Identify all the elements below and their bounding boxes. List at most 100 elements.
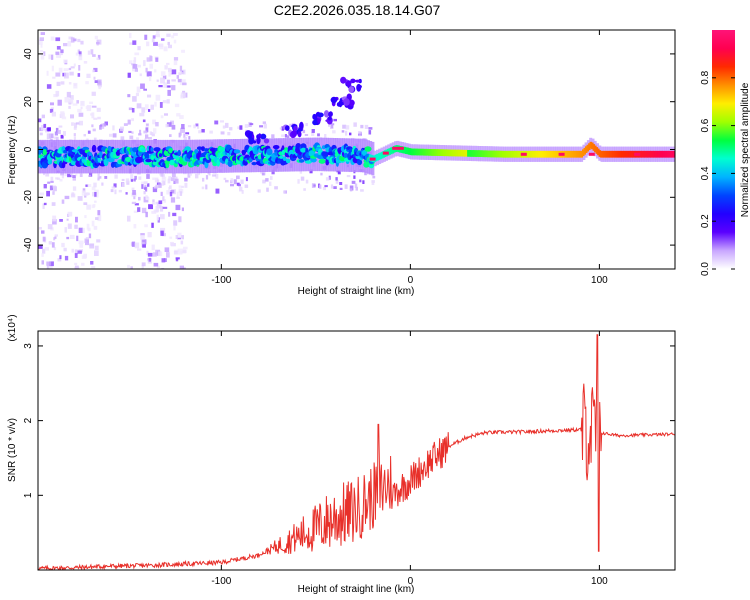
spectrogram-branch-cell (328, 111, 333, 117)
spectrogram-core-cell (544, 150, 547, 158)
spectrogram-noise-cell (159, 43, 164, 50)
snr-xtick-label: 100 (591, 576, 608, 587)
spectrogram-halo-cell (167, 139, 171, 174)
spectrogram-noise-cell (287, 135, 290, 139)
spectrogram-noise-cell (177, 248, 183, 255)
colorbar-tick-label: 0.2 (700, 214, 711, 228)
spectrogram-core-cell (616, 150, 620, 158)
spectrogram-noise-cell (53, 186, 57, 192)
spectrogram-noise-cell (93, 76, 96, 80)
spectrogram-noise-cell (102, 123, 107, 127)
spectrogram-noise-cell (305, 179, 309, 184)
spectrogram-noise-cell (86, 223, 90, 230)
spectrogram-noise-cell (159, 206, 164, 212)
spectrogram-noise-cell (303, 188, 306, 191)
spectrogram-ridge-cell (153, 147, 161, 152)
spectrogram-core-cell (539, 150, 543, 158)
spectrogram-noise-cell (61, 242, 65, 248)
spectrogram-peak-cell (369, 157, 376, 161)
spectrogram-ytick-label: -40 (23, 237, 34, 252)
spectrogram-noise-cell (311, 132, 315, 136)
spectrogram-core-cell (660, 150, 664, 158)
spectrogram-noise-cell (148, 109, 151, 112)
spectrogram-noise-cell (39, 132, 43, 136)
spectrogram-core-cell (654, 150, 658, 158)
spectrogram-noise-cell (69, 234, 75, 239)
spectrogram-noise-cell (85, 184, 89, 187)
spectrogram-core-cell (433, 149, 437, 156)
spectrogram-noise-cell (333, 118, 337, 122)
spectrogram-noise-cell (136, 103, 142, 109)
spectrogram-core-cell (659, 150, 662, 158)
spectrogram-noise-cell (56, 81, 61, 86)
spectrogram-noise-cell (86, 204, 91, 210)
spectrogram-core-cell (485, 150, 488, 158)
spectrogram-core-cell (406, 147, 410, 155)
spectrogram-noise-cell (205, 175, 209, 180)
spectrogram-noise-cell (71, 122, 74, 126)
snr-xtick-label: -100 (211, 576, 231, 587)
spectrogram-noise-cell (145, 211, 148, 218)
spectrogram-noise-cell (83, 61, 88, 64)
spectrogram-noise-cell (180, 185, 184, 188)
spectrogram-core-cell (672, 150, 675, 158)
spectrogram-core-cell (495, 150, 499, 158)
spectrogram-noise-cell (351, 180, 356, 184)
spectrogram-noise-cell (368, 127, 373, 130)
spectrogram-noise-cell (345, 130, 348, 136)
spectrogram-ridge-cell (170, 162, 175, 166)
snr-xlabel: Height of straight line (km) (298, 584, 415, 595)
spectrogram-noise-cell (237, 184, 241, 187)
spectrogram-branch-cell (327, 116, 332, 121)
spectrogram-ticks: -100 0 100 -40 -20 0 20 40 (23, 30, 675, 286)
spectrogram-core-cell (615, 150, 618, 158)
snr-frame (37, 330, 676, 571)
spectrogram-noise-cell (260, 171, 263, 174)
spectrogram-noise-cell (209, 130, 213, 134)
spectrogram-noise-cell (82, 227, 85, 234)
spectrogram-ridge-cell (177, 149, 181, 157)
spectrogram-noise-cell (73, 38, 77, 42)
spectrogram-noise-cell (60, 49, 64, 54)
spectrogram-noise-cell (89, 243, 95, 249)
spectrogram-noise-cell (245, 177, 248, 182)
spectrogram-noise-cell (56, 46, 61, 50)
spectrogram-noise-cell (239, 125, 243, 130)
spectrogram-core-cell (498, 150, 502, 158)
spectrogram-noise-cell (75, 122, 80, 125)
spectrogram-noise-cell (147, 94, 152, 98)
spectrogram-core-cell (653, 150, 656, 158)
spectrogram-noise-cell (77, 38, 81, 43)
spectrogram-core-cell (624, 150, 627, 158)
spectrogram-noise-cell (364, 171, 367, 176)
spectrogram-core-cell (621, 150, 624, 158)
spectrogram-noise-cell (289, 123, 292, 128)
spectrogram-noise-cell (262, 121, 266, 124)
spectrogram-xtick-label: -100 (211, 275, 231, 286)
spectrogram-noise-cell (161, 38, 165, 41)
spectrogram-ridge-cell (42, 149, 47, 157)
spectrogram-marks (38, 31, 675, 269)
colorbar-tick-label: 0.6 (700, 118, 711, 132)
spectrogram-core-cell (418, 148, 422, 156)
spectrogram-noise-cell (114, 174, 118, 179)
spectrogram-core-cell (586, 144, 589, 152)
spectrogram-core-cell (538, 150, 541, 158)
spectrogram-peak-cell (558, 152, 565, 156)
spectrogram-noise-cell (182, 248, 187, 254)
spectrogram-noise-cell (111, 186, 116, 189)
spectrogram-noise-cell (94, 189, 99, 195)
spectrogram-core-cell (391, 146, 394, 154)
spectrogram-noise-cell (195, 173, 199, 179)
snr-series-line (38, 334, 675, 570)
spectrogram-noise-cell (88, 174, 91, 177)
spectrogram-noise-cell (305, 123, 308, 127)
spectrogram-noise-cell (162, 206, 168, 209)
spectrogram-noise-cell (93, 67, 98, 72)
spectrogram-noise-cell (183, 133, 186, 139)
spectrogram-ridge-cell (107, 157, 115, 163)
spectrogram-noise-cell (355, 186, 358, 191)
spectrogram-core-cell (450, 149, 453, 157)
spectrogram-noise-cell (170, 189, 175, 194)
spectrogram-noise-cell (131, 118, 134, 122)
